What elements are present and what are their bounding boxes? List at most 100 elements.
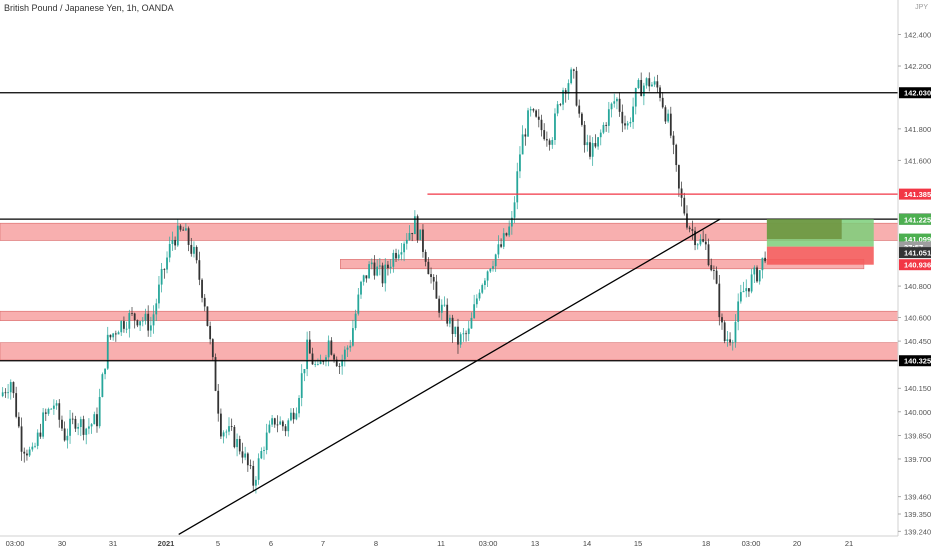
price-tick-label: 140.150 (904, 384, 931, 393)
time-tick-label: 15 (634, 539, 642, 548)
candle-body (651, 84, 653, 87)
candle-body (136, 320, 139, 326)
candle-body (125, 328, 128, 330)
candle-body (519, 154, 521, 172)
candle-body (246, 453, 249, 466)
candle-body (470, 317, 473, 329)
time-tick-label: 03:00 (742, 539, 761, 548)
price-marker-tag (899, 213, 931, 225)
time-tick-label: 8 (374, 539, 378, 548)
candle-body (50, 408, 53, 410)
candle-body (106, 334, 109, 369)
candle-body (761, 257, 764, 271)
candle-body (597, 137, 599, 147)
candle-body (726, 339, 729, 342)
candle-body (478, 292, 481, 299)
candle-body (228, 426, 230, 432)
candle-body (123, 321, 125, 329)
candle-body (69, 418, 71, 436)
candle-body (319, 361, 322, 365)
candle-body (362, 275, 365, 282)
candle-body (411, 233, 414, 235)
price-marker-text: 140.936 (904, 261, 931, 270)
price-marker-text: 141.051 (904, 249, 931, 258)
candle-body (244, 453, 247, 458)
price-tick-label: 142.200 (904, 62, 931, 71)
candle-body (489, 268, 492, 272)
candle-body (58, 403, 61, 420)
price-marker-text: 141.225 (904, 215, 931, 224)
candle-body (314, 364, 317, 365)
candle-body (352, 328, 354, 346)
candle-body (61, 419, 63, 429)
candle-body (430, 274, 432, 278)
candle-body (174, 239, 177, 246)
time-tick-label: 21 (845, 539, 853, 548)
price-level-tag-text: 140.325 (904, 357, 931, 366)
time-tick-label: 20 (793, 539, 801, 548)
candle-body (23, 451, 26, 454)
candle-body (287, 420, 290, 432)
candle-body (101, 374, 104, 398)
candle-body (661, 97, 664, 108)
candle-body (632, 106, 634, 122)
candle-body (497, 244, 500, 255)
candle-body (408, 233, 411, 240)
candle-body (292, 412, 295, 420)
candle-body (419, 229, 422, 241)
candle-body (559, 104, 562, 106)
candle-body (427, 261, 430, 275)
candle-body (39, 432, 42, 437)
candle-body (389, 266, 392, 269)
candle-body (236, 439, 238, 448)
time-tick-label: 18 (702, 539, 710, 548)
candle-body (581, 113, 583, 125)
candle-body (381, 265, 384, 284)
candle-body (438, 298, 441, 313)
candle-body (510, 217, 513, 227)
support-resistance-zone (0, 342, 899, 361)
candle-body (238, 439, 241, 452)
candle-body (166, 257, 168, 270)
candle-body (384, 264, 387, 284)
candle-body (322, 361, 325, 363)
candle-body (629, 121, 632, 124)
candle-body (141, 320, 144, 322)
candle-body (195, 246, 198, 261)
candle-body (400, 252, 403, 255)
candle-body (486, 271, 489, 281)
candle-body (211, 339, 214, 358)
trendline (178, 218, 721, 535)
candle-body (435, 281, 438, 299)
candle-body (405, 239, 408, 244)
candle-body (416, 216, 419, 241)
candle-body (645, 78, 648, 86)
candle-body (201, 279, 203, 298)
time-tick-label: 6 (269, 539, 273, 548)
time-tick-label: 03:00 (6, 539, 25, 548)
candle-body (160, 268, 163, 285)
candle-body (473, 304, 476, 318)
candle-body (152, 314, 155, 326)
candle-body (710, 265, 713, 271)
time-tick-label: 03:00 (479, 539, 498, 548)
candle-body (467, 328, 470, 335)
time-tick-label: 30 (58, 539, 66, 548)
candle-body (462, 333, 465, 335)
candle-body (230, 426, 233, 427)
candle-body (28, 449, 31, 456)
candle-body (699, 239, 702, 245)
candle-body (575, 70, 578, 106)
candle-body (758, 270, 761, 282)
candle-body (484, 280, 486, 286)
candle-body (370, 262, 373, 265)
price-tick-label: 140.000 (904, 408, 931, 417)
candle-body (284, 426, 287, 432)
candle-body (618, 98, 621, 112)
candle-body (397, 254, 400, 259)
time-tick-label: 7 (321, 539, 325, 548)
candle-body (750, 274, 753, 292)
candle-body (260, 451, 263, 459)
